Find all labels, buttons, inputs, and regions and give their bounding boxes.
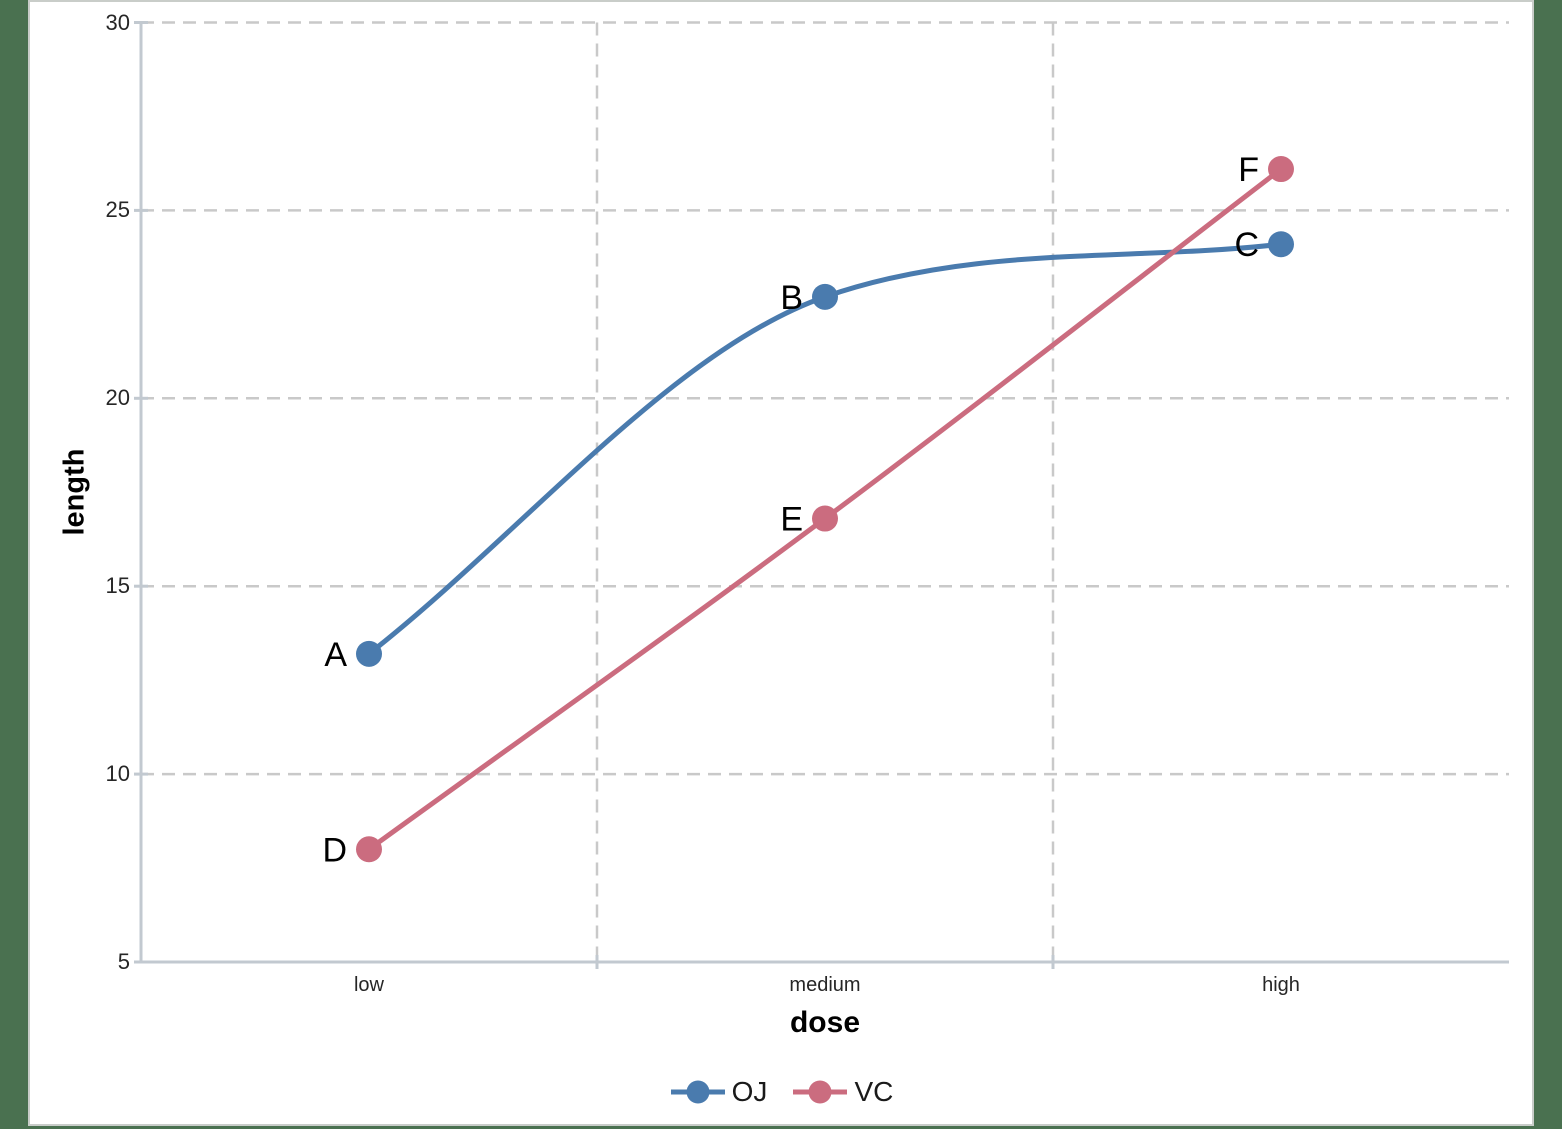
x-axis-title: dose bbox=[789, 1006, 861, 1039]
point-label-B: B bbox=[780, 279, 803, 317]
x-tick-label-low: low bbox=[353, 974, 385, 996]
legend: OJ VC bbox=[0, 1074, 1562, 1110]
legend-item-VC: VC bbox=[791, 1076, 893, 1108]
y-tick-label-30: 30 bbox=[105, 9, 130, 35]
legend-item-OJ: OJ bbox=[669, 1076, 768, 1108]
marker-OJ-medium bbox=[812, 283, 838, 310]
y-tick-label-15: 15 bbox=[105, 573, 130, 599]
x-tick-label-medium: medium bbox=[789, 974, 861, 996]
marker-OJ-low bbox=[356, 640, 382, 667]
marker-VC-high bbox=[1268, 156, 1294, 183]
legend-label-VC: VC bbox=[854, 1076, 894, 1107]
legend-label-OJ: OJ bbox=[731, 1076, 768, 1107]
point-label-C: C bbox=[1234, 226, 1259, 264]
point-label-A: A bbox=[324, 636, 347, 674]
marker-OJ-high bbox=[1268, 231, 1294, 258]
marker-VC-medium bbox=[812, 505, 838, 532]
legend-marker-OJ bbox=[670, 1080, 725, 1104]
y-tick-label-20: 20 bbox=[105, 385, 130, 411]
legend-marker-VC bbox=[793, 1080, 848, 1104]
point-label-E: E bbox=[780, 501, 803, 539]
y-tick-label-25: 25 bbox=[105, 197, 130, 223]
chart-canvas bbox=[28, 0, 1534, 1126]
point-label-F: F bbox=[1238, 151, 1259, 189]
marker-VC-low bbox=[356, 836, 382, 863]
y-axis-title: length bbox=[58, 448, 91, 536]
y-tick-label-5: 5 bbox=[117, 949, 130, 974]
y-tick-label-10: 10 bbox=[105, 761, 130, 787]
point-label-D: D bbox=[322, 831, 347, 869]
x-tick-label-high: high bbox=[1262, 974, 1300, 996]
